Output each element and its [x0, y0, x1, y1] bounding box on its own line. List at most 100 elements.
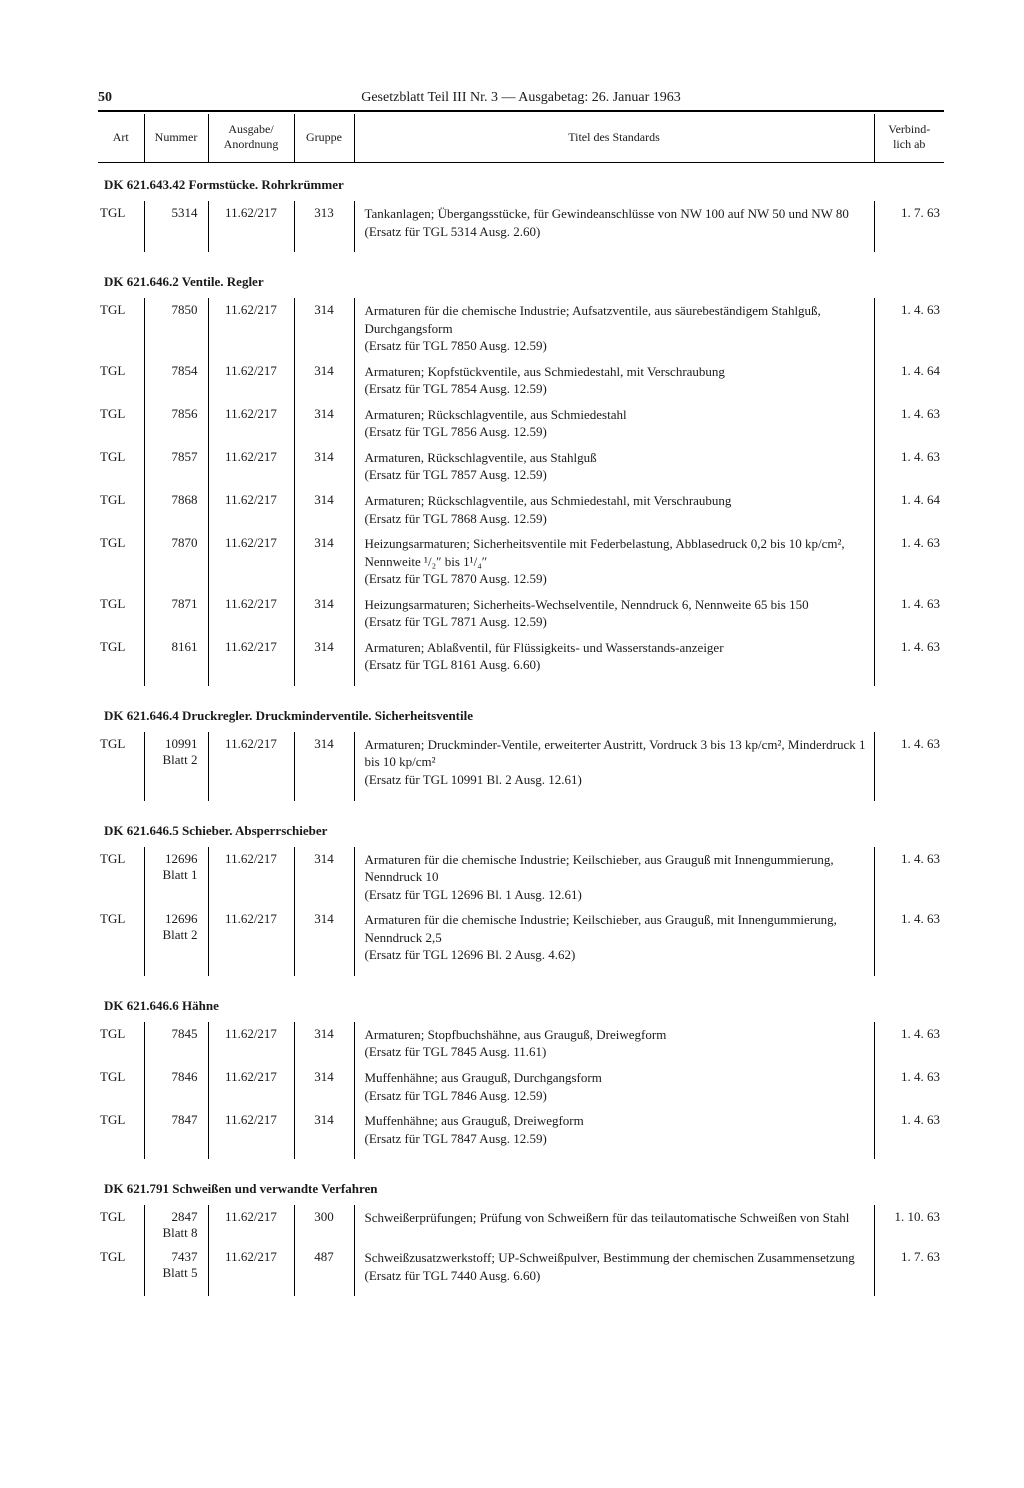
cell-date: 1. 4. 63 — [874, 1065, 944, 1108]
cell-date: 1. 4. 64 — [874, 359, 944, 402]
cell-ausgabe: 11.62/217 — [208, 907, 294, 968]
cell-nummer: 2847 Blatt 8 — [144, 1205, 208, 1245]
cell-gruppe: 314 — [294, 298, 354, 359]
table-row: TGL786811.62/217314Armaturen; Rückschlag… — [98, 488, 944, 531]
row-spacer — [98, 1151, 944, 1159]
cell-date: 1. 7. 63 — [874, 1245, 944, 1288]
cell-nummer: 10991 Blatt 2 — [144, 732, 208, 793]
cell-gruppe: 313 — [294, 201, 354, 244]
cell-gruppe: 300 — [294, 1205, 354, 1245]
page-number: 50 — [98, 90, 112, 106]
cell-gruppe: 314 — [294, 359, 354, 402]
cell-nummer: 7847 — [144, 1108, 208, 1151]
page-header: Gesetzblatt Teil III Nr. 3 — Ausgabetag:… — [98, 90, 944, 106]
cell-art: TGL — [98, 907, 144, 968]
section-heading: DK 621.646.4 Druckregler. Druckminderven… — [98, 686, 944, 732]
cell-titel: Armaturen; Stopfbuchshähne, aus Grauguß,… — [354, 1022, 874, 1065]
cell-titel: Armaturen für die chemische Industrie; K… — [354, 847, 874, 908]
table-row: TGL784611.62/217314Muffenhähne; aus Grau… — [98, 1065, 944, 1108]
cell-art: TGL — [98, 445, 144, 488]
col-verbindlich: Verbind- lich ab — [874, 114, 944, 163]
row-spacer — [98, 678, 944, 686]
cell-ausgabe: 11.62/217 — [208, 359, 294, 402]
table-row: TGL787011.62/217314Heizungsarmaturen; Si… — [98, 531, 944, 592]
cell-art: TGL — [98, 201, 144, 244]
section-heading: DK 621.646.6 Hähne — [98, 976, 944, 1022]
cell-ausgabe: 11.62/217 — [208, 1245, 294, 1288]
table-row: TGL7437 Blatt 511.62/217487Schweißzusatz… — [98, 1245, 944, 1288]
section-heading: DK 621.646.2 Ventile. Regler — [98, 252, 944, 298]
cell-gruppe: 314 — [294, 1108, 354, 1151]
cell-titel: Armaturen; Rückschlagventile, aus Schmie… — [354, 488, 874, 531]
table-row: TGL816111.62/217314Armaturen; Ablaßventi… — [98, 635, 944, 678]
table-row: TGL12696 Blatt 111.62/217314Armaturen fü… — [98, 847, 944, 908]
row-spacer — [98, 244, 944, 252]
cell-titel: Heizungsarmaturen; Sicherheitsventile mi… — [354, 531, 874, 592]
cell-ausgabe: 11.62/217 — [208, 402, 294, 445]
cell-nummer: 12696 Blatt 1 — [144, 847, 208, 908]
cell-art: TGL — [98, 1245, 144, 1288]
cell-date: 1. 4. 63 — [874, 298, 944, 359]
cell-date: 1. 10. 63 — [874, 1205, 944, 1245]
cell-ausgabe: 11.62/217 — [208, 732, 294, 793]
col-titel: Titel des Standards — [354, 114, 874, 163]
cell-date: 1. 4. 63 — [874, 592, 944, 635]
cell-date: 1. 4. 63 — [874, 907, 944, 968]
section-heading: DK 621.791 Schweißen und verwandte Verfa… — [98, 1159, 944, 1205]
cell-gruppe: 314 — [294, 732, 354, 793]
cell-titel: Armaturen; Rückschlagventile, aus Schmie… — [354, 402, 874, 445]
cell-date: 1. 7. 63 — [874, 201, 944, 244]
table-row: TGL787111.62/217314Heizungsarmaturen; Si… — [98, 592, 944, 635]
cell-art: TGL — [98, 592, 144, 635]
cell-nummer: 7857 — [144, 445, 208, 488]
cell-nummer: 7871 — [144, 592, 208, 635]
cell-date: 1. 4. 63 — [874, 847, 944, 908]
col-ausgabe: Ausgabe/ Anordnung — [208, 114, 294, 163]
cell-date: 1. 4. 64 — [874, 488, 944, 531]
cell-ausgabe: 11.62/217 — [208, 1065, 294, 1108]
cell-nummer: 7437 Blatt 5 — [144, 1245, 208, 1288]
cell-nummer: 7846 — [144, 1065, 208, 1108]
cell-titel: Schweißzusatzwerkstoff; UP-Schweißpulver… — [354, 1245, 874, 1288]
section-heading: DK 621.643.42 Formstücke. Rohrkrümmer — [98, 163, 944, 202]
cell-gruppe: 314 — [294, 907, 354, 968]
cell-art: TGL — [98, 1022, 144, 1065]
cell-ausgabe: 11.62/217 — [208, 592, 294, 635]
cell-titel: Armaturen, Rückschlagventile, aus Stahlg… — [354, 445, 874, 488]
col-nummer: Nummer — [144, 114, 208, 163]
cell-ausgabe: 11.62/217 — [208, 635, 294, 678]
cell-gruppe: 314 — [294, 1065, 354, 1108]
cell-nummer: 7850 — [144, 298, 208, 359]
col-art: Art — [98, 114, 144, 163]
table-row: TGL785711.62/217314Armaturen, Rückschlag… — [98, 445, 944, 488]
cell-ausgabe: 11.62/217 — [208, 531, 294, 592]
cell-nummer: 12696 Blatt 2 — [144, 907, 208, 968]
cell-date: 1. 4. 63 — [874, 1108, 944, 1151]
cell-date: 1. 4. 63 — [874, 445, 944, 488]
cell-nummer: 7854 — [144, 359, 208, 402]
col-gruppe: Gruppe — [294, 114, 354, 163]
table-row: TGL531411.62/217313Tankanlagen; Übergang… — [98, 201, 944, 244]
cell-ausgabe: 11.62/217 — [208, 445, 294, 488]
cell-titel: Armaturen; Kopfstückventile, aus Schmied… — [354, 359, 874, 402]
cell-ausgabe: 11.62/217 — [208, 1205, 294, 1245]
cell-art: TGL — [98, 298, 144, 359]
cell-date: 1. 4. 63 — [874, 732, 944, 793]
cell-gruppe: 314 — [294, 847, 354, 908]
cell-art: TGL — [98, 635, 144, 678]
cell-gruppe: 314 — [294, 1022, 354, 1065]
cell-titel: Armaturen; Druckminder-Ventile, erweiter… — [354, 732, 874, 793]
cell-nummer: 7845 — [144, 1022, 208, 1065]
cell-gruppe: 314 — [294, 635, 354, 678]
cell-art: TGL — [98, 1205, 144, 1245]
cell-ausgabe: 11.62/217 — [208, 847, 294, 908]
table-row: TGL784511.62/217314Armaturen; Stopfbuchs… — [98, 1022, 944, 1065]
cell-titel: Armaturen für die chemische Industrie; K… — [354, 907, 874, 968]
table-body: DK 621.643.42 Formstücke. RohrkrümmerTGL… — [98, 163, 944, 1297]
row-spacer — [98, 968, 944, 976]
cell-titel: Tankanlagen; Übergangsstücke, für Gewind… — [354, 201, 874, 244]
cell-ausgabe: 11.62/217 — [208, 1108, 294, 1151]
table-row: TGL784711.62/217314Muffenhähne; aus Grau… — [98, 1108, 944, 1151]
cell-gruppe: 314 — [294, 402, 354, 445]
cell-ausgabe: 11.62/217 — [208, 201, 294, 244]
